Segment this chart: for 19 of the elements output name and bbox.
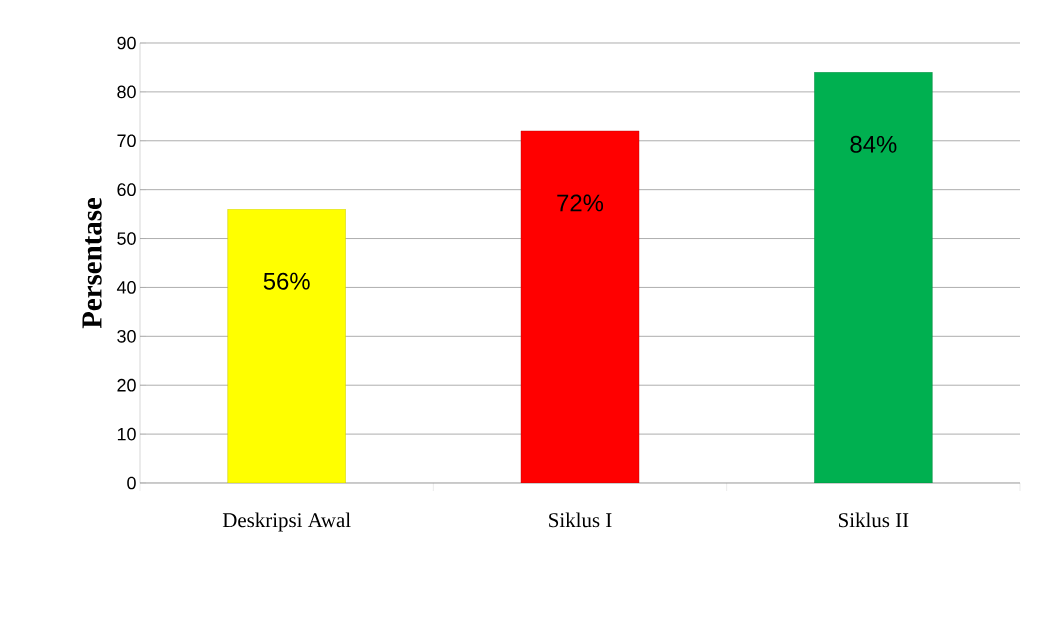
x-tick-label: Siklus II [839, 512, 909, 528]
y-tick-label: 70 [117, 134, 136, 148]
y-axis-title: Persentase [82, 197, 102, 329]
data-label: 84% [850, 135, 897, 153]
bar [227, 209, 346, 483]
y-tick-label: 0 [127, 476, 136, 490]
x-tick-label: Siklus I [549, 512, 612, 528]
y-tick-label: 20 [117, 378, 136, 392]
bar [814, 72, 933, 483]
y-tick-label: 30 [117, 329, 136, 343]
data-label: 72% [557, 194, 604, 212]
data-label: 56% [263, 272, 310, 290]
x-tick-label: Deskripsi Awal [222, 512, 351, 532]
y-tick-label: 40 [116, 281, 136, 294]
y-tick-label: 60 [117, 183, 136, 196]
y-tick-label: 50 [117, 232, 136, 245]
y-tick-label: 90 [117, 36, 136, 50]
y-tick-label: 80 [117, 85, 136, 99]
y-tick-label: 10 [117, 427, 136, 441]
